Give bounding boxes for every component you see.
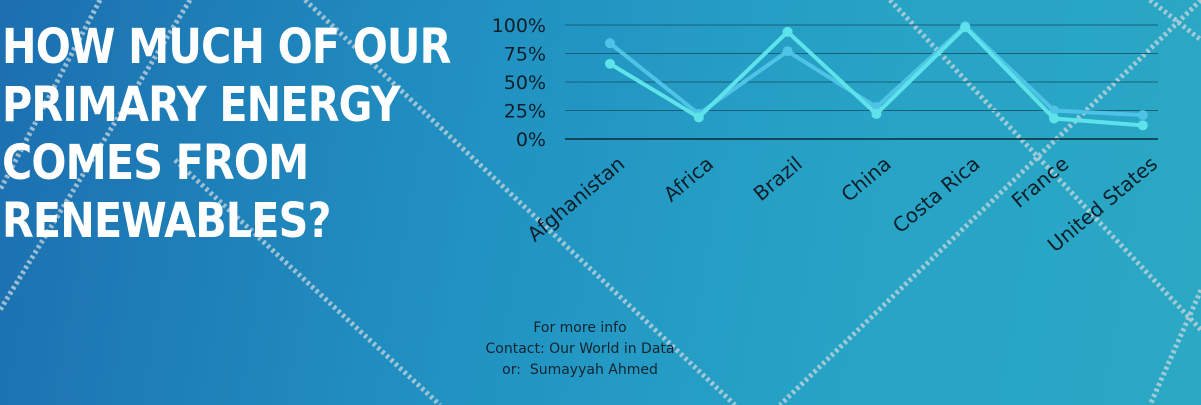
y-tick-label: 100% xyxy=(492,15,546,37)
series-line xyxy=(608,24,1145,118)
info-line-3: or: Sumayyah Ahmed xyxy=(502,362,658,378)
x-tick-label: Costa Rica xyxy=(888,151,984,237)
headline-line-2: PRIMARY ENERGY xyxy=(2,77,401,133)
data-point xyxy=(782,26,793,37)
headline-line-3: COMES FROM xyxy=(2,135,309,191)
data-point xyxy=(1049,113,1059,124)
data-point xyxy=(605,38,615,49)
y-tick-label: 0% xyxy=(516,129,546,151)
x-tick-label: Afghanistan xyxy=(523,151,630,246)
x-tick-label: France xyxy=(1007,151,1073,212)
data-point xyxy=(871,108,882,119)
data-point xyxy=(1049,105,1059,116)
data-point xyxy=(782,46,793,57)
y-tick-label: 25% xyxy=(504,101,546,123)
info-block: For more info Contact: Our World in Data… xyxy=(452,318,708,381)
data-point xyxy=(960,22,971,33)
x-tick-label: China xyxy=(836,151,895,206)
info-line-2: Contact: Our World in Data xyxy=(485,341,675,357)
y-tick-label: 75% xyxy=(504,44,546,66)
data-point xyxy=(1137,110,1148,121)
y-tick-label: 50% xyxy=(504,72,546,94)
data-point xyxy=(1137,120,1148,131)
data-point xyxy=(605,58,615,69)
x-tick-label: Brazil xyxy=(749,151,807,205)
headline-line-4: RENEWABLES? xyxy=(2,193,331,249)
headline-line-1: HOW MUCH OF OUR xyxy=(2,19,451,75)
data-point xyxy=(693,112,704,123)
headline: HOW MUCH OF OUR PRIMARY ENERGY COMES FRO… xyxy=(2,18,451,250)
info-line-1: For more info xyxy=(533,320,627,336)
x-tick-label: Africa xyxy=(659,151,718,206)
